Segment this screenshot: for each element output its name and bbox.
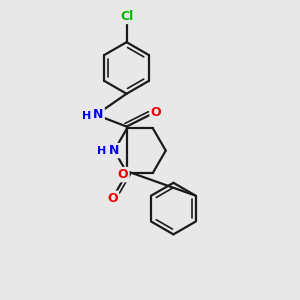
Text: O: O [118,168,128,181]
Text: H: H [82,111,91,121]
Text: N: N [93,108,103,121]
Text: N: N [109,144,119,157]
Text: O: O [151,106,161,119]
Text: H: H [97,146,106,156]
Text: O: O [107,192,118,205]
Text: Cl: Cl [120,10,133,23]
